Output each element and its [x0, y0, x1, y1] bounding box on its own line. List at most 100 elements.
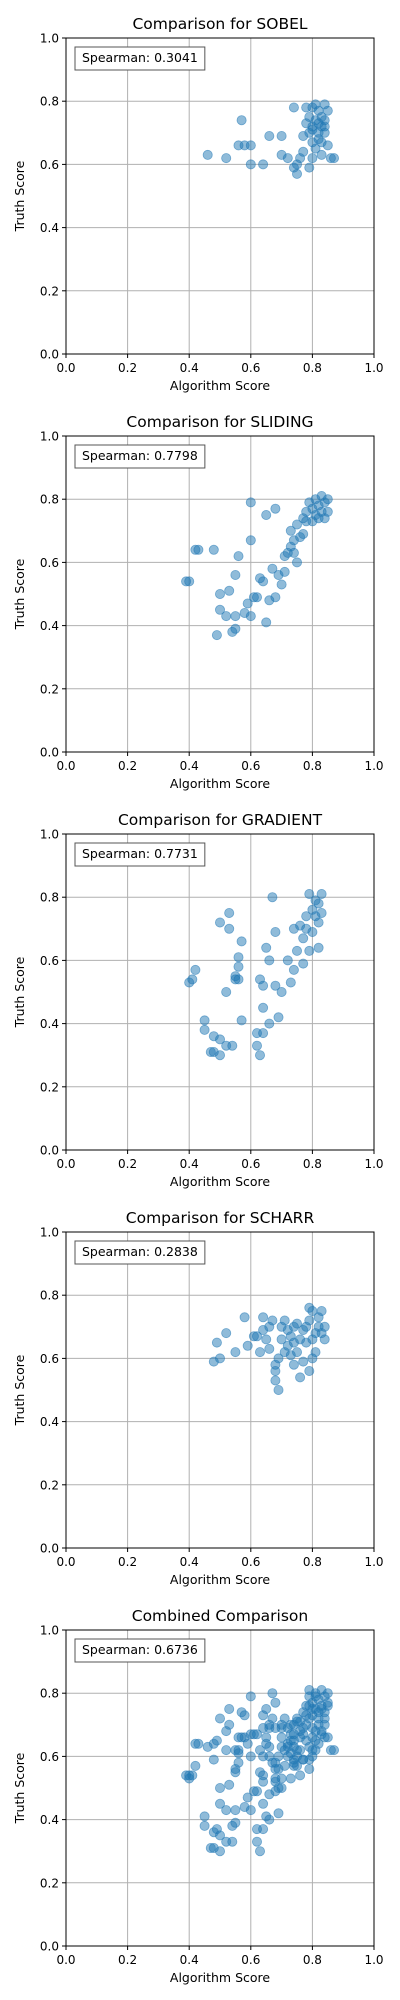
- scatter-point: [277, 131, 286, 140]
- chart-panel-0: Comparison for SOBEL 0.0 0.2 0.4 0.6 0.8 1.0 0.…: [12, 15, 384, 393]
- x-tick-label: 0.6: [241, 1953, 260, 1967]
- x-tick-label: 1.0: [364, 1953, 383, 1967]
- scatter-point: [222, 154, 231, 163]
- scatter-point: [225, 908, 234, 917]
- scatter-point: [317, 1306, 326, 1315]
- scatter-point: [308, 1354, 317, 1363]
- scatter-point: [231, 570, 240, 579]
- scatter-point: [299, 934, 308, 943]
- scatter-point: [243, 1739, 252, 1748]
- scatter-point: [209, 1755, 218, 1764]
- scatter-point: [234, 975, 243, 984]
- scatter-point: [320, 1335, 329, 1344]
- chart-title: Comparison for GRADIENT: [118, 811, 323, 829]
- scatter-point: [271, 1698, 280, 1707]
- scatter-point: [252, 1837, 261, 1846]
- x-tick-label: 1.0: [364, 1555, 383, 1569]
- scatter-point: [296, 1373, 305, 1382]
- scatter-point: [271, 1774, 280, 1783]
- x-tick-label: 1.0: [364, 361, 383, 375]
- scatter-point: [323, 106, 332, 115]
- x-axis-label: Algorithm Score: [170, 1572, 271, 1587]
- y-tick-label: 0.2: [40, 284, 59, 298]
- scatter-point: [246, 498, 255, 507]
- y-tick-label: 0.2: [40, 1080, 59, 1094]
- x-tick-label: 0.8: [303, 1157, 322, 1171]
- scatter-point: [274, 1013, 283, 1022]
- scatter-point: [268, 893, 277, 902]
- scatter-point: [191, 1761, 200, 1770]
- scatter-point: [271, 927, 280, 936]
- scatter-point: [292, 1746, 301, 1755]
- x-tick-label: 0.0: [56, 759, 75, 773]
- scatter-point: [274, 1783, 283, 1792]
- scatter-point: [308, 154, 317, 163]
- x-tick-label: 1.0: [364, 759, 383, 773]
- scatter-point: [237, 937, 246, 946]
- scatter-point: [246, 160, 255, 169]
- y-tick-label: 1.0: [40, 1624, 59, 1638]
- y-tick-label: 0.8: [40, 493, 59, 507]
- scatter-point: [320, 1322, 329, 1331]
- scatter-point: [305, 1316, 314, 1325]
- scatter-point: [314, 899, 323, 908]
- spearman-annotation: Spearman: 0.7731: [82, 846, 198, 861]
- scatter-point: [200, 1812, 209, 1821]
- scatter-point: [271, 1366, 280, 1375]
- y-tick-label: 0.2: [40, 682, 59, 696]
- scatter-point: [222, 1746, 231, 1755]
- scatter-point: [323, 1698, 332, 1707]
- scatter-point: [259, 1029, 268, 1038]
- scatter-point: [308, 125, 317, 134]
- y-tick-label: 1.0: [40, 430, 59, 444]
- scatter-point: [246, 1692, 255, 1701]
- scatter-point: [188, 1771, 197, 1780]
- x-tick-label: 0.0: [56, 1555, 75, 1569]
- scatter-point: [305, 163, 314, 172]
- scatter-point: [240, 1711, 249, 1720]
- scatter-point: [283, 956, 292, 965]
- y-tick-label: 0.6: [40, 1352, 59, 1366]
- scatter-point: [308, 1752, 317, 1761]
- scatter-point: [212, 631, 221, 640]
- scatter-point: [252, 1041, 261, 1050]
- y-tick-label: 0.6: [40, 556, 59, 570]
- scatter-point: [215, 918, 224, 927]
- scatter-point: [262, 943, 271, 952]
- scatter-point: [317, 908, 326, 917]
- scatter-point: [259, 1799, 268, 1808]
- scatter-point: [308, 1704, 317, 1713]
- scatter-point: [225, 1704, 234, 1713]
- y-tick-label: 1.0: [40, 828, 59, 842]
- scatter-point: [299, 1357, 308, 1366]
- scatter-point: [277, 987, 286, 996]
- y-tick-label: 0.4: [40, 1017, 59, 1031]
- scatter-point: [259, 577, 268, 586]
- scatter-point: [185, 577, 194, 586]
- scatter-point: [280, 1714, 289, 1723]
- x-tick-label: 0.4: [180, 1555, 199, 1569]
- scatter-point: [228, 1837, 237, 1846]
- scatter-point: [289, 103, 298, 112]
- scatter-point: [292, 558, 301, 567]
- scatter-point: [317, 889, 326, 898]
- scatter-point: [246, 536, 255, 545]
- scatter-point: [286, 1774, 295, 1783]
- scatter-point: [305, 1714, 314, 1723]
- scatter-point: [299, 959, 308, 968]
- plot-frame: [66, 1232, 374, 1548]
- y-tick-label: 0.8: [40, 1687, 59, 1701]
- scatter-point: [277, 580, 286, 589]
- plot-frame: [66, 38, 374, 354]
- scatter-point: [215, 1354, 224, 1363]
- scatter-point: [231, 1768, 240, 1777]
- scatter-point: [231, 1348, 240, 1357]
- y-tick-label: 0.8: [40, 95, 59, 109]
- scatter-point: [323, 495, 332, 504]
- scatter-point: [246, 141, 255, 150]
- x-tick-label: 0.6: [241, 1555, 260, 1569]
- x-tick-label: 0.4: [180, 759, 199, 773]
- scatter-point: [237, 1016, 246, 1025]
- scatter-point: [255, 1847, 264, 1856]
- scatter-point: [329, 154, 338, 163]
